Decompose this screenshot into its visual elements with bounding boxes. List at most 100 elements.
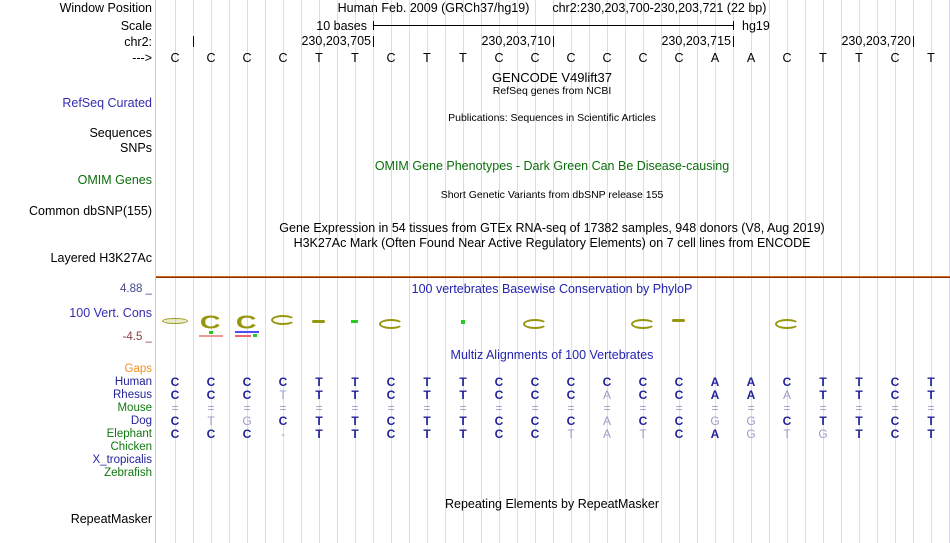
alignment-base: T [819, 375, 827, 389]
species-label-chicken[interactable]: Chicken [110, 441, 152, 453]
alignment-base: T [855, 427, 863, 441]
track-label-dbsnp[interactable]: Common dbSNP(155) [29, 204, 152, 218]
window-position-label: Window Position [59, 1, 152, 15]
species-label-mouse[interactable]: Mouse [117, 402, 152, 414]
alignment-base: = [423, 401, 431, 415]
conservation-base-mark [235, 331, 259, 333]
position-tick [373, 36, 374, 47]
alignment-base: A [710, 427, 720, 441]
alignment-base: = [603, 401, 611, 415]
alignment-base: C [386, 414, 396, 428]
alignment-base: G [746, 414, 756, 428]
track-label-snps[interactable]: SNPs [120, 141, 152, 155]
alignment-base: A [602, 427, 611, 441]
gridline [319, 0, 320, 543]
reference-base: T [423, 51, 431, 65]
track-label-refseq-curated[interactable]: RefSeq Curated [62, 96, 152, 110]
gridline [625, 0, 626, 543]
conservation-glyph-green-dash [351, 320, 358, 323]
species-label-x_tropicalis[interactable]: X_tropicalis [92, 454, 152, 466]
species-label-elephant[interactable]: Elephant [106, 428, 152, 440]
gridline [679, 0, 680, 543]
alignment-base: C [602, 375, 612, 389]
alignment-base: T [351, 414, 359, 428]
species-label-rhesus[interactable]: Rhesus [113, 389, 152, 401]
species-label-dog[interactable]: Dog [130, 415, 152, 427]
gridline [283, 0, 284, 543]
conservation-glyph-C: C [235, 311, 257, 333]
alignment-base: = [495, 401, 503, 415]
track-title-gencode[interactable]: GENCODE V49lift37 [492, 70, 612, 85]
conservation-glyph-flat-c [523, 319, 547, 329]
alignment-base: T [207, 414, 215, 428]
gridline [211, 0, 212, 543]
alignment-base: C [890, 375, 900, 389]
alignment-base: = [675, 401, 683, 415]
alignment-base: T [819, 414, 827, 428]
alignment-base: T [423, 427, 431, 441]
track-label-sequences[interactable]: Sequences [89, 126, 152, 140]
alignment-base: G [818, 427, 828, 441]
track-title-h3k27ac[interactable]: H3K27Ac Mark (Often Found Near Active Re… [293, 236, 811, 250]
alignment-base: T [459, 375, 467, 389]
gridline [877, 0, 878, 543]
track-title-omim[interactable]: OMIM Gene Phenotypes - Dark Green Can Be… [374, 159, 730, 173]
species-label-gaps[interactable]: Gaps [124, 363, 153, 375]
conservation-glyph-lens [162, 318, 188, 324]
gridline [481, 0, 482, 543]
alignment-base: T [459, 427, 467, 441]
reference-base: T [459, 51, 467, 65]
conservation-min-value: -4.5 _ [122, 331, 152, 343]
reference-base: C [890, 51, 900, 65]
strand-arrow: ---> [132, 51, 152, 65]
gridline [355, 0, 356, 543]
conservation-glyph-C: C [199, 311, 221, 333]
alignment-base: = [783, 401, 791, 415]
species-label-human[interactable]: Human [114, 376, 152, 388]
track-label-conservation[interactable]: 100 Vert. Cons [69, 306, 152, 320]
reference-base: T [855, 51, 863, 65]
track-title-conservation[interactable]: 100 vertebrates Basewise Conservation by… [411, 282, 693, 296]
track-label-repeatmasker[interactable]: RepeatMasker [70, 512, 152, 526]
alignment-base: C [494, 414, 504, 428]
track-label-h3k27ac[interactable]: Layered H3K27Ac [50, 251, 152, 265]
alignment-base: T [423, 414, 431, 428]
alignment-base: T [351, 427, 359, 441]
alignment-base: C [566, 375, 576, 389]
position-label: 230,203,710 [481, 34, 551, 48]
conservation-base-mark [209, 331, 213, 334]
track-title-repeatmasker[interactable]: Repeating Elements by RepeatMasker [444, 497, 659, 511]
track-title-refseq[interactable]: RefSeq genes from NCBI [492, 85, 612, 97]
conservation-glyph-flat-c [775, 319, 799, 329]
alignment-base: = [207, 401, 215, 415]
track-title-multiz[interactable]: Multiz Alignments of 100 Vertebrates [450, 348, 654, 362]
conservation-glyph-flat-c [271, 315, 295, 325]
gridline [733, 0, 734, 543]
gridline [499, 0, 500, 543]
alignment-base: C [674, 414, 684, 428]
assembly-title: Human Feb. 2009 (GRCh37/hg19) [337, 1, 530, 15]
alignment-base: T [351, 375, 359, 389]
gridline [913, 0, 914, 543]
alignment-base: T [927, 427, 935, 441]
alignment-base: C [170, 414, 180, 428]
alignment-base: C [890, 427, 900, 441]
alignment-base: C [242, 427, 252, 441]
position-tick [553, 36, 554, 47]
h3k27ac-baseline [156, 276, 950, 278]
track-label-omim[interactable]: OMIM Genes [77, 173, 152, 187]
alignment-base: C [638, 388, 648, 402]
alignment-base: C [170, 388, 180, 402]
alignment-base: C [170, 375, 180, 389]
track-title-gtex[interactable]: Gene Expression in 54 tissues from GTEx … [279, 221, 825, 235]
conservation-base-mark [199, 335, 223, 337]
conservation-base-mark [253, 334, 257, 337]
track-title-dbsnp[interactable]: Short Genetic Variants from dbSNP releas… [440, 189, 664, 201]
alignment-base: = [315, 401, 323, 415]
alignment-base: C [386, 427, 396, 441]
alignment-base: A [710, 388, 720, 402]
alignment-base: A [746, 375, 756, 389]
alignment-base: C [386, 388, 396, 402]
track-title-publications[interactable]: Publications: Sequences in Scientific Ar… [448, 112, 656, 124]
species-label-zebrafish[interactable]: Zebrafish [104, 467, 152, 479]
